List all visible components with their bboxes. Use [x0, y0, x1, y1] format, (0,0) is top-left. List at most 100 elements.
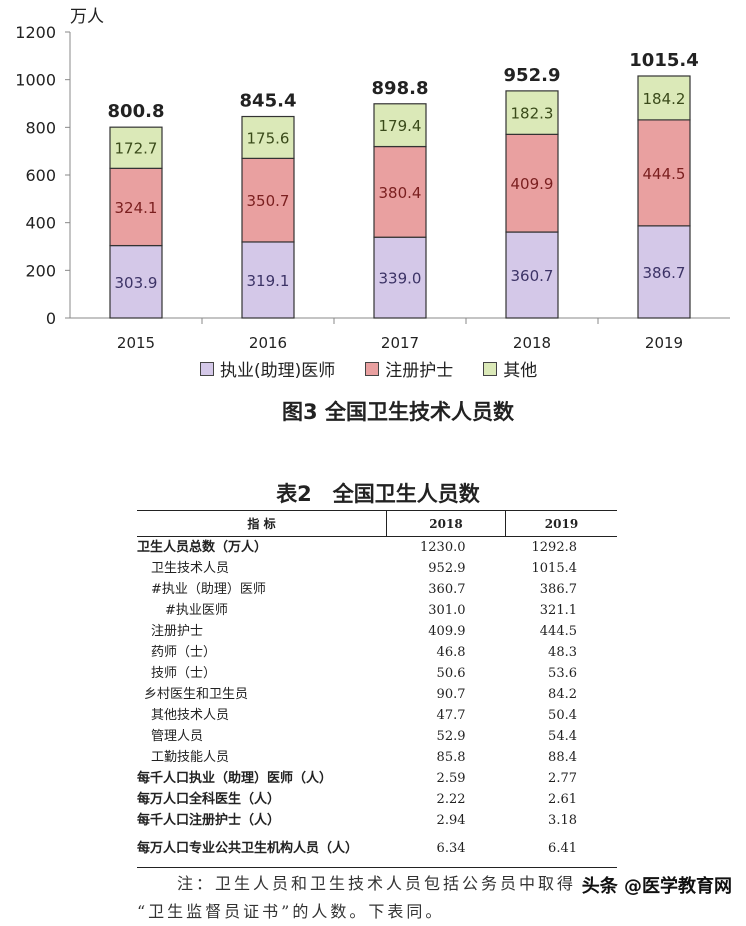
y-tick-label: 800	[25, 118, 56, 137]
row-label: 注册护士	[151, 623, 204, 639]
row-label: 工勤技能人员	[151, 749, 230, 765]
table-title: 表2 全国卫生人员数	[276, 482, 480, 506]
header-2019: 2019	[505, 510, 617, 537]
legend-item-physicians: 执业(助理)医师	[200, 356, 335, 381]
y-tick-label: 600	[25, 166, 56, 185]
row-label: 卫生技术人员	[151, 560, 230, 576]
data-label: 360.7	[511, 267, 554, 285]
bar-segment	[373, 145, 427, 238]
legend-item-other: 其他	[483, 356, 537, 381]
value-2018: 360.7	[428, 581, 466, 597]
bar-segment	[637, 75, 691, 121]
table-row: 乡村医生和卫生员 90.7 84.2	[137, 684, 617, 705]
chart-caption: 图3 全国卫生技术人员数	[282, 400, 514, 424]
value-2019: 88.4	[548, 749, 577, 765]
value-2018: 90.7	[436, 686, 466, 702]
bar-segment	[241, 115, 295, 159]
header-2018: 2018	[386, 510, 506, 537]
note-line-2: “卫生监督员证书”的人数。下表同。	[137, 902, 445, 921]
table-row: 卫生技术人员 952.9 1015.4	[137, 558, 617, 579]
table-row: 管理人员 52.9 54.4	[137, 726, 617, 747]
value-2018: 85.8	[436, 749, 466, 765]
value-2019: 84.2	[548, 686, 577, 702]
value-2018: 2.94	[436, 812, 466, 828]
data-label: 409.9	[511, 175, 554, 193]
legend-item-nurses: 注册护士	[365, 356, 453, 381]
y-tick-label: 200	[25, 261, 56, 280]
legend-swatch	[483, 361, 498, 376]
value-2019: 2.61	[548, 791, 577, 807]
legend-label: 执业(助理)医师	[220, 361, 336, 381]
stacked-bar-chart: 万人 0 200 400 600 800 1000 1200 303.9 324.1 172.7 80…	[15, 7, 730, 350]
x-tick-label: 2015	[117, 334, 155, 350]
value-2018: 6.34	[386, 831, 506, 868]
row-label: 每千人口注册护士（人）	[137, 812, 281, 828]
table-note: 注：卫生人员和卫生技术人员包括公务员中取得 “卫生监督员证书”的人数。下表同。	[137, 870, 576, 926]
value-2019: 53.6	[548, 665, 577, 681]
table-row: 其他技术人员 47.7 50.4	[137, 705, 617, 726]
data-label: 386.7	[643, 264, 686, 282]
y-tick-label: 0	[46, 309, 56, 328]
table-row: #执业医师 301.0 321.1	[137, 600, 617, 621]
table-row: 卫生人员总数（万人） 1230.0 1292.8	[137, 537, 617, 559]
y-tick-label: 1200	[15, 23, 56, 42]
row-label: 药师（士）	[151, 644, 217, 660]
value-2019: 321.1	[539, 602, 577, 618]
value-2018: 301.0	[428, 602, 466, 618]
bar-segment	[505, 90, 559, 135]
bar-segment	[373, 236, 427, 319]
table-row: 每万人口专业公共卫生机构人员（人） 6.34 6.41	[137, 831, 617, 868]
legend: 执业(助理)医师 注册护士 其他	[200, 356, 537, 381]
table-row: 每万人口全科医生（人） 2.22 2.61	[137, 789, 617, 810]
value-2019: 3.18	[548, 812, 577, 828]
row-label: 乡村医生和卫生员	[144, 686, 249, 702]
table-row: 工勤技能人员 85.8 88.4	[137, 747, 617, 768]
legend-swatch	[365, 361, 380, 376]
data-label: 184.2	[643, 90, 686, 108]
data-label: 444.5	[643, 165, 686, 183]
total-label: 952.9	[504, 65, 561, 86]
bar-segment	[109, 244, 163, 319]
data-label: 339.0	[379, 270, 422, 288]
value-2018: 952.9	[428, 560, 466, 576]
row-label: 每万人口专业公共卫生机构人员（人）	[137, 831, 387, 868]
x-tick-label: 2017	[381, 334, 419, 350]
total-label: 898.8	[372, 78, 429, 99]
value-2019: 54.4	[548, 728, 577, 744]
total-label: 800.8	[108, 101, 165, 122]
value-2019: 48.3	[548, 644, 577, 660]
value-2019: 1292.8	[531, 539, 578, 555]
legend-swatch	[200, 361, 214, 376]
value-2019: 1015.4	[531, 560, 578, 576]
legend-label: 注册护士	[385, 361, 454, 381]
value-2019: 50.4	[548, 707, 577, 723]
bar-segment	[109, 126, 163, 169]
value-2018: 2.59	[436, 770, 466, 786]
table-row: 药师（士） 46.8 48.3	[137, 642, 617, 663]
data-label: 175.6	[247, 129, 290, 147]
note-line-1: 注：卫生人员和卫生技术人员包括公务员中取得	[177, 874, 577, 893]
data-label: 303.9	[115, 274, 158, 292]
data-label: 324.1	[115, 199, 158, 217]
bar-segment	[109, 167, 163, 247]
legend-label: 其他	[503, 361, 538, 381]
value-2018: 409.9	[428, 623, 466, 639]
row-label: 每千人口执业（助理）医师（人）	[137, 770, 333, 786]
row-label: #执业（助理）医师	[151, 581, 266, 597]
x-tick-label: 2018	[513, 334, 551, 350]
value-2019: 386.7	[539, 581, 577, 597]
table-row: #执业（助理）医师 360.7 386.7	[137, 579, 617, 600]
data-label: 380.4	[379, 184, 422, 202]
bar-segment	[637, 225, 691, 319]
bar-segment	[241, 241, 295, 319]
data-label: 182.3	[511, 105, 554, 123]
value-2019: 444.5	[539, 623, 577, 639]
row-label: #执业医师	[165, 602, 228, 618]
row-label: 每万人口全科医生（人）	[137, 791, 281, 807]
bar-segment	[637, 119, 691, 227]
bar-segment	[373, 103, 427, 148]
watermark: 头条 @医学教育网	[581, 876, 732, 897]
bar-segment	[505, 231, 559, 319]
table-row: 每千人口注册护士（人） 2.94 3.18	[137, 810, 617, 831]
row-label: 管理人员	[151, 728, 204, 744]
